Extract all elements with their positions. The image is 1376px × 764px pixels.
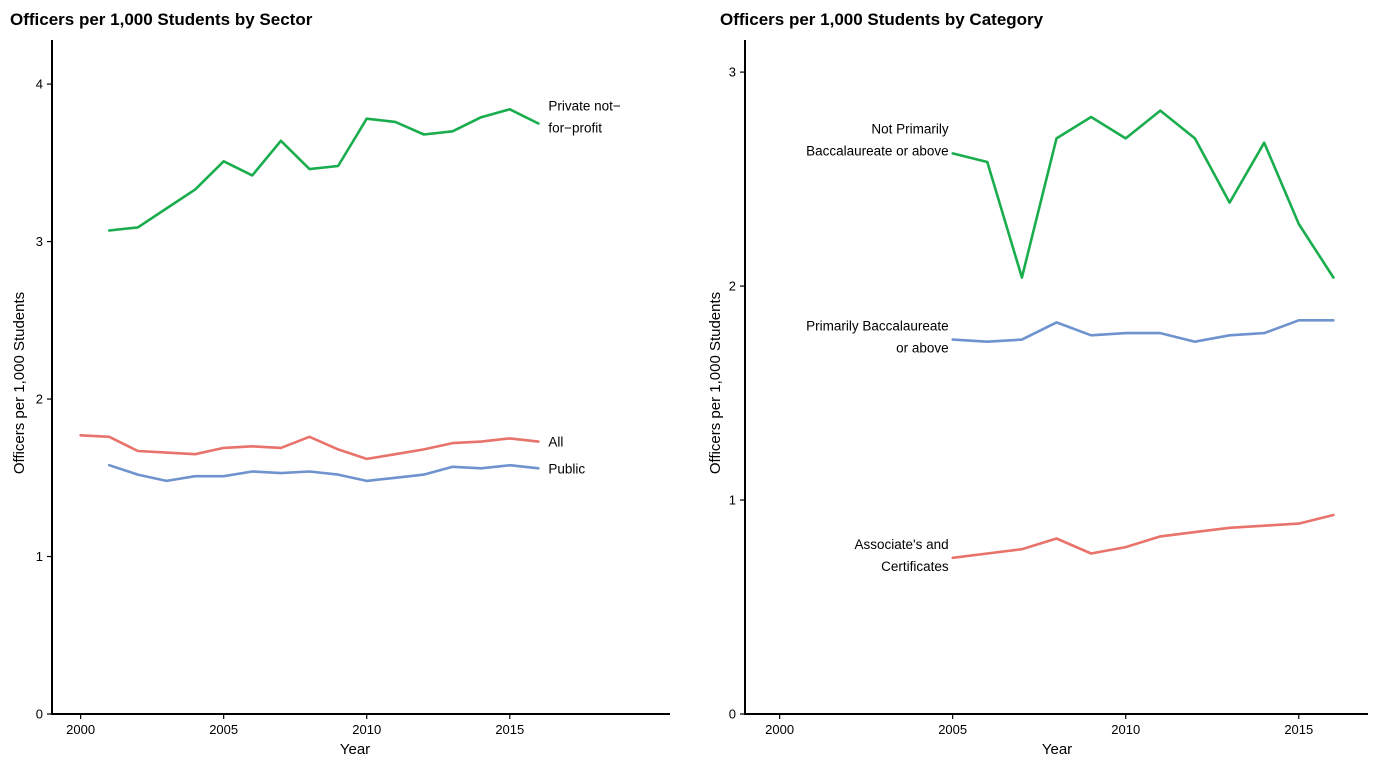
x-tick-label: 2015 [495,722,524,737]
y-tick-label: 0 [729,707,736,722]
x-tick-label: 2000 [765,722,794,737]
y-tick-label: 1 [36,549,43,564]
series-line [951,318,1335,344]
y-tick-label: 4 [36,77,43,92]
chart-title: Officers per 1,000 Students by Category [720,10,1044,29]
category-chart-panel: Officers per 1,000 Students by Category … [707,10,1368,758]
series-label: Public [548,461,585,476]
y-tick-label: 1 [729,493,736,508]
series-label: Associate's and [855,537,949,552]
series-label: Primarily Baccalaureate [806,319,949,334]
x-tick-label: 2010 [352,722,381,737]
x-axis-title: Year [340,741,370,758]
series-label: for−profit [548,120,602,135]
y-tick-label: 0 [36,707,43,722]
series-label: All [548,435,563,450]
y-axis-title: Officers per 1,000 Students [707,292,724,474]
x-tick-label: 2005 [938,722,967,737]
series-label: Baccalaureate or above [806,143,949,158]
x-tick-label: 2015 [1284,722,1313,737]
chart-title: Officers per 1,000 Students by Sector [10,10,313,29]
y-tick-label: 2 [36,392,43,407]
series-line [951,109,1335,279]
x-tick-label: 2005 [209,722,238,737]
x-axis-title: Year [1042,741,1072,758]
y-tick-label: 3 [36,234,43,249]
y-tick-label: 2 [729,279,736,294]
x-tick-label: 2000 [66,722,95,737]
series-label: or above [896,341,949,356]
x-tick-label: 2010 [1111,722,1140,737]
series-label: Not Primarily [871,121,949,136]
series-line [79,433,540,461]
y-axis-title: Officers per 1,000 Students [11,292,28,474]
sector-chart-panel: Officers per 1,000 Students by Sector Ye… [10,10,670,758]
series-label: Private not− [548,98,621,113]
series-line [107,108,540,232]
series-label: Certificates [881,559,949,574]
series-line [951,513,1335,560]
y-tick-label: 3 [729,65,736,80]
series-line [107,463,540,483]
